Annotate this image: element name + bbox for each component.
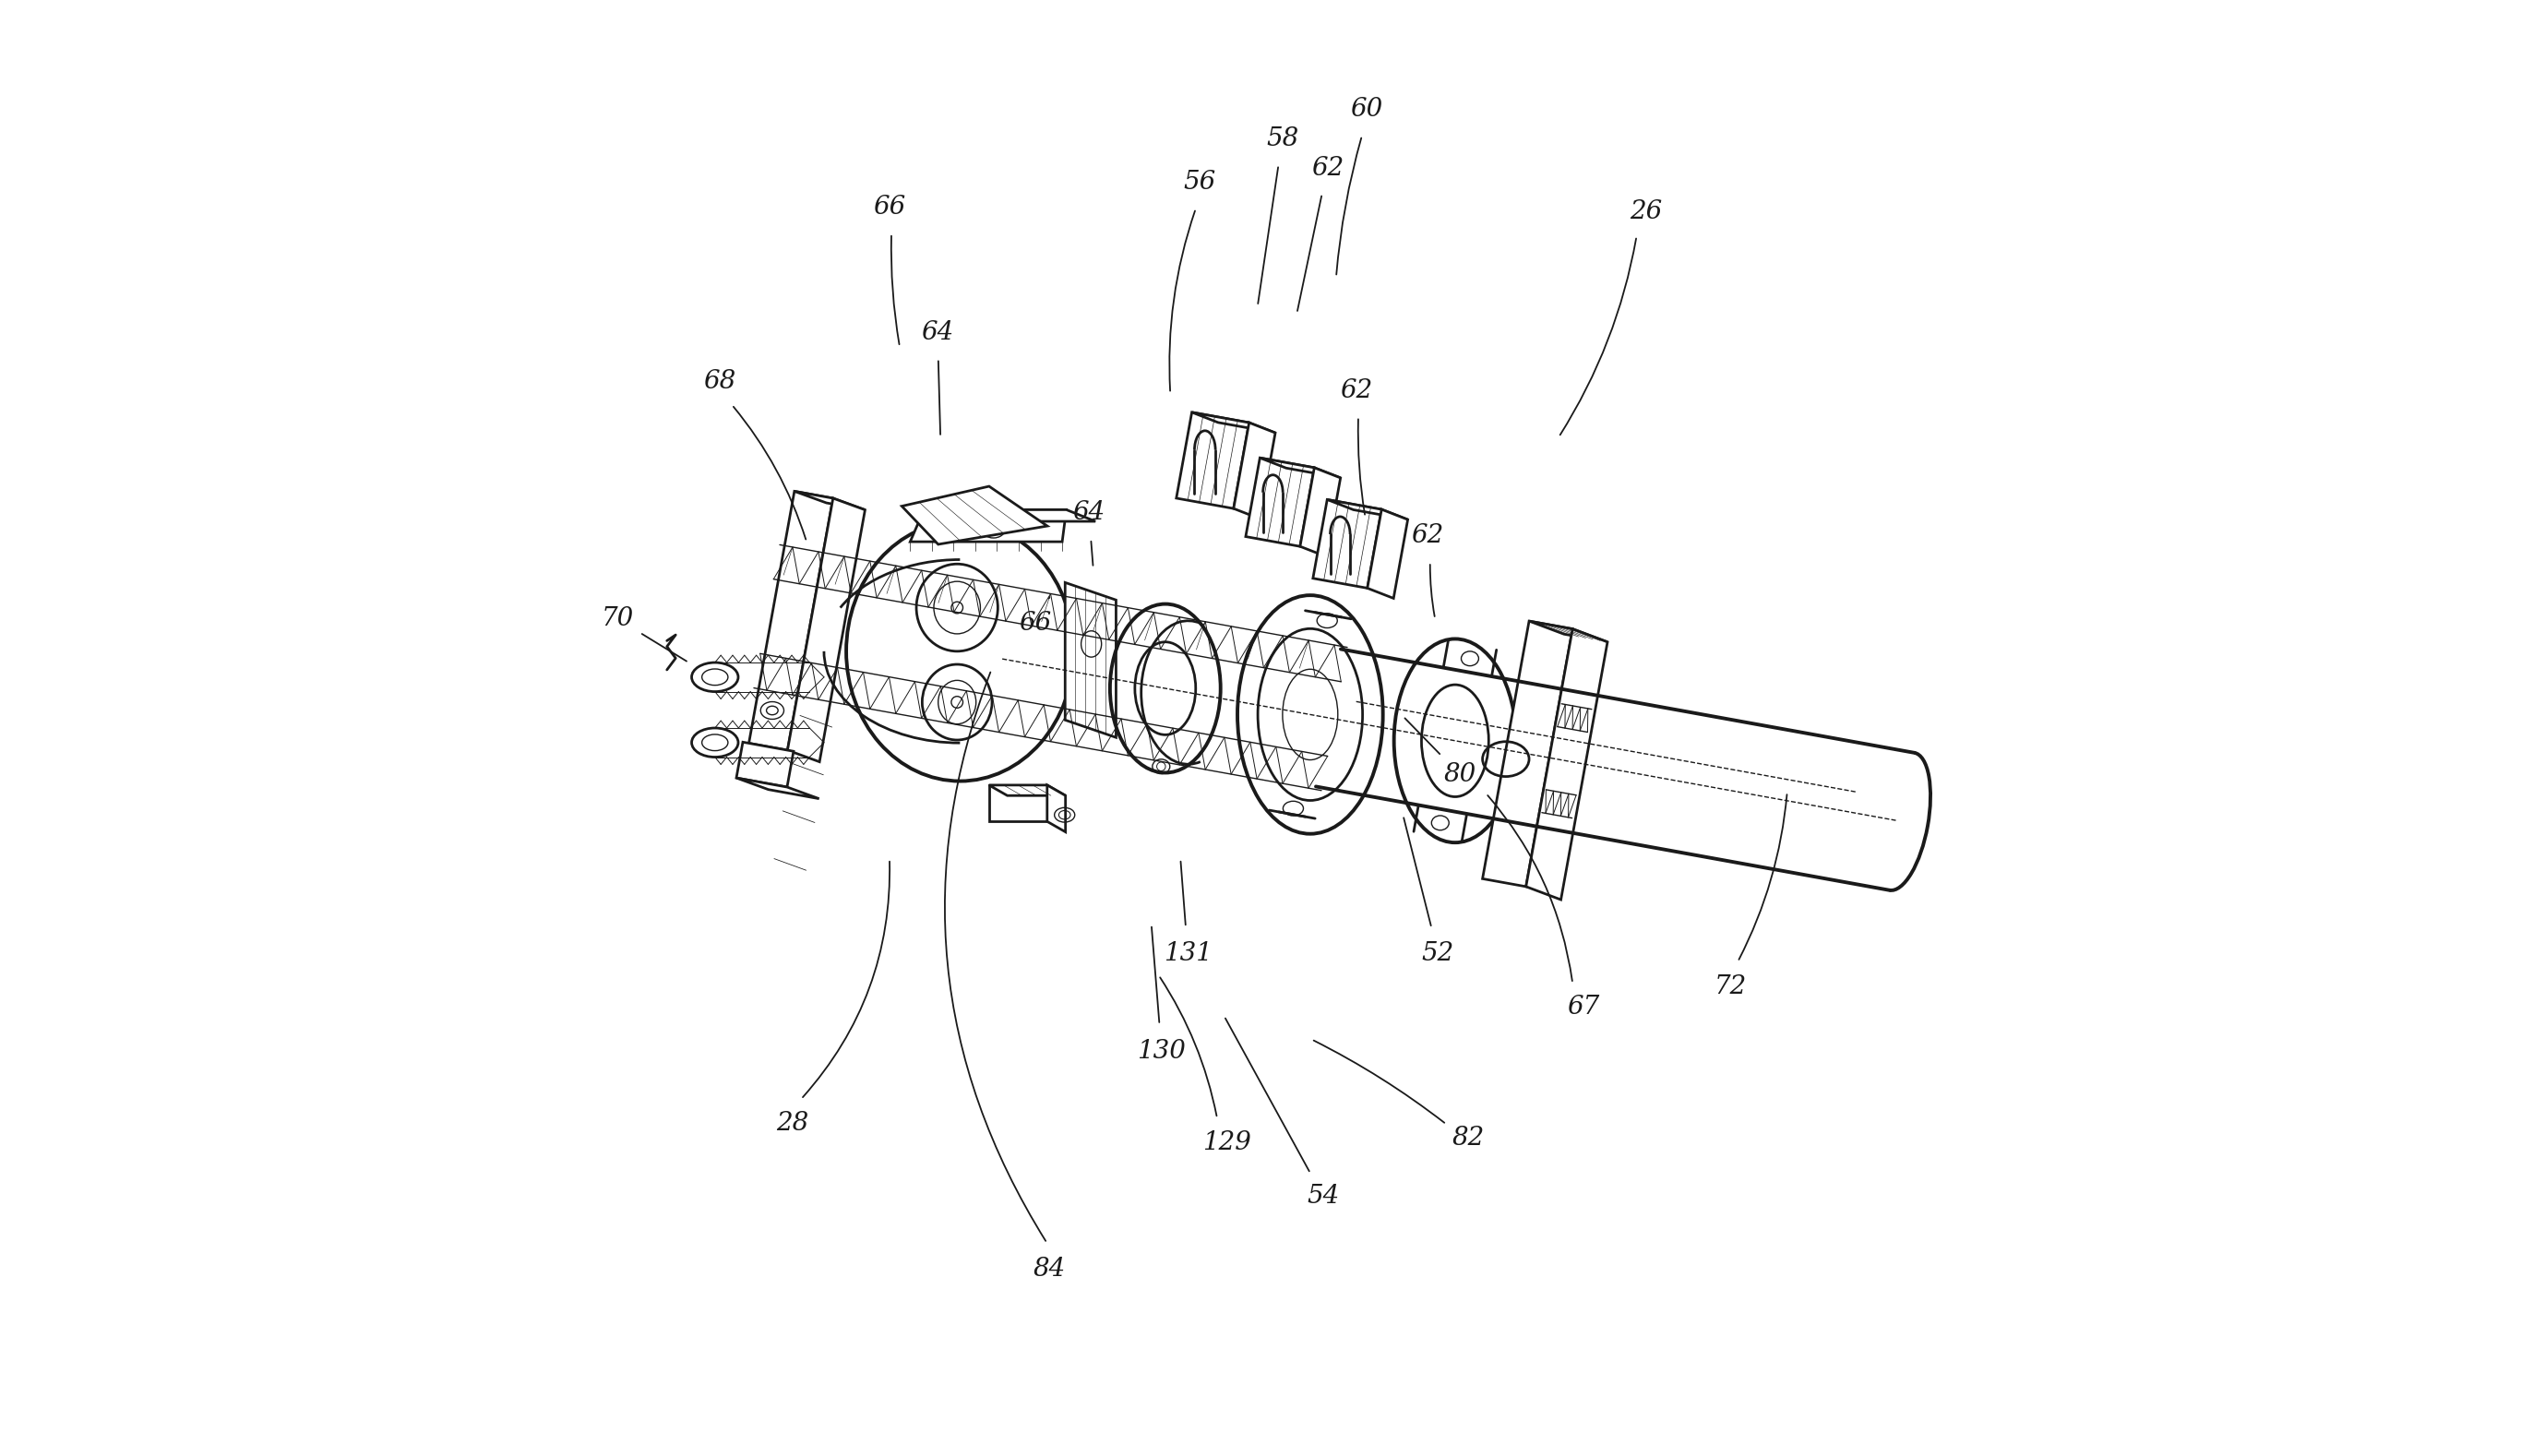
Polygon shape: [794, 491, 865, 510]
Polygon shape: [910, 510, 1066, 542]
Polygon shape: [1530, 622, 1608, 642]
Polygon shape: [736, 743, 794, 788]
Polygon shape: [1301, 467, 1341, 556]
Polygon shape: [1064, 582, 1117, 737]
Text: 52: 52: [1422, 941, 1455, 965]
Text: 54: 54: [1306, 1184, 1339, 1208]
Text: 26: 26: [1629, 199, 1661, 224]
Polygon shape: [1326, 499, 1407, 520]
Polygon shape: [1366, 510, 1407, 598]
Polygon shape: [736, 778, 819, 799]
Text: 62: 62: [1341, 379, 1374, 403]
Polygon shape: [787, 498, 865, 761]
Text: 28: 28: [776, 1111, 809, 1136]
Polygon shape: [1313, 499, 1382, 588]
Text: 130: 130: [1137, 1038, 1185, 1063]
Polygon shape: [1525, 629, 1608, 900]
Polygon shape: [988, 785, 1066, 795]
Text: 70: 70: [600, 607, 633, 632]
Polygon shape: [1482, 622, 1573, 887]
Polygon shape: [1260, 457, 1341, 478]
Text: 66: 66: [1018, 612, 1051, 636]
Polygon shape: [1245, 457, 1313, 546]
Text: 64: 64: [920, 320, 953, 345]
Polygon shape: [925, 510, 1097, 521]
Polygon shape: [1177, 412, 1248, 508]
Text: 72: 72: [1714, 974, 1747, 999]
Text: 68: 68: [703, 370, 736, 395]
Text: 62: 62: [1412, 524, 1445, 549]
Polygon shape: [749, 491, 832, 750]
Text: 60: 60: [1351, 98, 1384, 122]
Polygon shape: [1192, 412, 1276, 432]
Text: 62: 62: [1311, 156, 1344, 181]
Text: 66: 66: [872, 195, 905, 220]
Text: 64: 64: [1071, 501, 1104, 526]
Polygon shape: [988, 785, 1046, 821]
Text: 84: 84: [1034, 1257, 1066, 1281]
Text: 56: 56: [1182, 170, 1215, 195]
Polygon shape: [1233, 422, 1276, 518]
Text: 129: 129: [1203, 1130, 1250, 1155]
Text: 67: 67: [1568, 994, 1601, 1019]
Text: 58: 58: [1266, 127, 1298, 151]
Polygon shape: [1046, 785, 1066, 831]
Text: 131: 131: [1162, 941, 1213, 965]
Text: 82: 82: [1452, 1125, 1485, 1150]
Polygon shape: [903, 486, 1046, 545]
Text: 80: 80: [1445, 761, 1477, 788]
